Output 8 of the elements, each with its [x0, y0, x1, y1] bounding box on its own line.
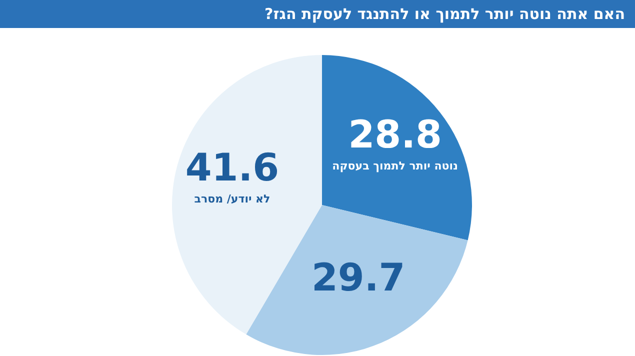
slice-label: נוטה יותר לתמוך בעסקה — [332, 159, 458, 172]
pie-slice — [322, 55, 472, 240]
data-label: 28.8 — [348, 112, 442, 156]
slice-label: לא יודע/ מסרב — [194, 192, 270, 206]
pie-slice — [246, 205, 468, 355]
data-label: 41.6 — [185, 146, 280, 190]
chart-title: האם אתה נוטה יותר לתמוך או להתנגד לעסקת הגז? — [0, 0, 635, 28]
data-label: 29.7 — [311, 256, 406, 300]
